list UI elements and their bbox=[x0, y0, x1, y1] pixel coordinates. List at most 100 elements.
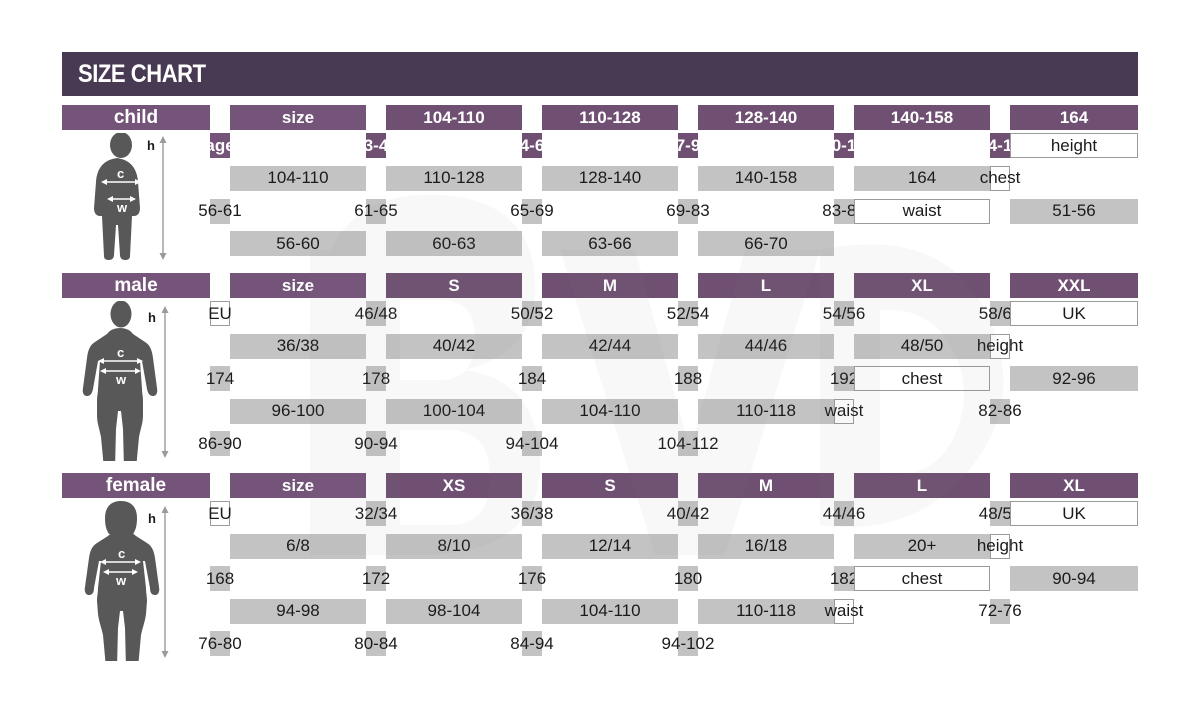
col-gap bbox=[834, 534, 854, 564]
col-gap bbox=[210, 534, 230, 564]
column-header-cell: 14-16 bbox=[978, 133, 1022, 158]
col-gap bbox=[834, 105, 854, 130]
data-cell: 48/50 bbox=[854, 333, 990, 359]
section-female: female size XS S M L XL EU 32/34 36/38 40/42 44/46 4… bbox=[62, 473, 1138, 661]
column-header-cell: XL bbox=[854, 273, 990, 298]
data-cell: 104-110 bbox=[542, 598, 678, 624]
col-gap bbox=[678, 273, 698, 298]
category-label-male: male bbox=[62, 273, 210, 298]
col-gap bbox=[542, 301, 678, 331]
col-gap bbox=[210, 105, 230, 130]
col-gap bbox=[230, 133, 366, 163]
data-cell: 54/56 bbox=[823, 301, 865, 326]
data-cell: 58/60 bbox=[979, 301, 1021, 326]
data-cell: 76-80 bbox=[198, 631, 242, 657]
col-gap bbox=[230, 631, 366, 661]
data-cell: 56-61 bbox=[198, 198, 242, 224]
data-cell: 52/54 bbox=[667, 301, 709, 326]
data-cell: 90-94 bbox=[1010, 566, 1138, 592]
col-gap bbox=[542, 199, 678, 229]
col-gap bbox=[1010, 399, 1138, 429]
column-header-cell: M bbox=[698, 473, 834, 498]
col-gap bbox=[698, 133, 834, 163]
row-label-chest: chest bbox=[980, 165, 1020, 191]
col-gap bbox=[834, 166, 854, 196]
col-gap bbox=[230, 431, 366, 461]
col-gap bbox=[230, 199, 366, 229]
data-cell: 44/46 bbox=[823, 501, 865, 526]
col-gap bbox=[522, 105, 542, 130]
data-cell: 20+ bbox=[854, 533, 990, 559]
svg-text:w: w bbox=[115, 573, 127, 588]
row-label-height: height bbox=[1010, 133, 1138, 158]
col-gap bbox=[1010, 334, 1138, 364]
row-label-UK: UK bbox=[1010, 501, 1138, 526]
data-cell: 86-90 bbox=[198, 431, 242, 457]
data-cell: 40/42 bbox=[386, 333, 522, 359]
col-gap bbox=[678, 399, 698, 429]
data-cell: 168 bbox=[206, 566, 234, 592]
data-cell: 110-118 bbox=[698, 598, 834, 624]
col-gap bbox=[210, 599, 230, 629]
data-cell: 83-87 bbox=[822, 198, 866, 224]
data-cell: 12/14 bbox=[542, 533, 678, 559]
col-gap bbox=[990, 366, 1010, 396]
col-gap bbox=[386, 501, 522, 531]
col-gap bbox=[522, 534, 542, 564]
data-cell: 94-98 bbox=[230, 598, 366, 624]
data-cell: 100-104 bbox=[386, 398, 522, 424]
section-male: male size S M L XL XXL EU 46/48 50/52 52/54 54/56 58… bbox=[62, 273, 1138, 461]
row-header-label: size bbox=[230, 273, 366, 298]
col-gap bbox=[678, 231, 698, 261]
data-cell: 60-63 bbox=[386, 231, 522, 257]
col-gap bbox=[210, 399, 230, 429]
column-header-cell: XL bbox=[1010, 473, 1138, 498]
data-cell: 178 bbox=[362, 366, 390, 392]
col-gap bbox=[990, 473, 1010, 498]
row-label-chest: chest bbox=[854, 566, 990, 592]
col-gap bbox=[366, 334, 386, 364]
col-gap bbox=[698, 366, 834, 396]
row-label-EU: EU bbox=[208, 501, 232, 526]
col-gap bbox=[386, 631, 522, 661]
col-gap bbox=[522, 273, 542, 298]
row-label-waist: waist bbox=[825, 398, 863, 424]
col-gap bbox=[698, 199, 834, 229]
col-gap bbox=[386, 366, 522, 396]
column-header-cell: XXL bbox=[1010, 273, 1138, 298]
column-header-cell: 3-4 bbox=[364, 133, 388, 158]
col-gap bbox=[210, 166, 230, 196]
col-gap bbox=[210, 273, 230, 298]
column-header-cell: 4-6 bbox=[520, 133, 544, 158]
data-cell: 104-110 bbox=[542, 398, 678, 424]
col-gap bbox=[834, 334, 854, 364]
data-cell: 8/10 bbox=[386, 533, 522, 559]
data-cell: 44/46 bbox=[698, 333, 834, 359]
section-child: child size 104-110 110-128 128-140 140-158 164… bbox=[62, 105, 1138, 261]
col-gap bbox=[542, 133, 678, 163]
data-cell: 104-112 bbox=[657, 431, 719, 457]
data-cell: 180 bbox=[674, 566, 702, 592]
col-gap bbox=[386, 133, 522, 163]
data-cell: 90-94 bbox=[354, 431, 398, 457]
data-cell: 36/38 bbox=[230, 333, 366, 359]
data-cell: 63-66 bbox=[542, 231, 678, 257]
col-gap bbox=[230, 301, 366, 331]
data-cell: 80-84 bbox=[354, 631, 398, 657]
data-cell: 172 bbox=[362, 566, 390, 592]
svg-text:h: h bbox=[147, 138, 155, 153]
column-header-cell: 10-12 bbox=[822, 133, 866, 158]
col-gap bbox=[522, 599, 542, 629]
col-gap bbox=[854, 301, 990, 331]
col-gap bbox=[854, 399, 990, 429]
row-label-UK: UK bbox=[1010, 301, 1138, 326]
sections-host: child size 104-110 110-128 128-140 140-158 164… bbox=[62, 105, 1138, 661]
data-cell: 72-76 bbox=[978, 598, 1022, 624]
column-header-cell: S bbox=[542, 473, 678, 498]
col-gap bbox=[854, 501, 990, 531]
chart-title-bar: SIZE CHART bbox=[62, 52, 1138, 96]
col-gap bbox=[366, 399, 386, 429]
col-gap bbox=[366, 166, 386, 196]
data-cell: 176 bbox=[518, 566, 546, 592]
col-gap bbox=[990, 273, 1010, 298]
